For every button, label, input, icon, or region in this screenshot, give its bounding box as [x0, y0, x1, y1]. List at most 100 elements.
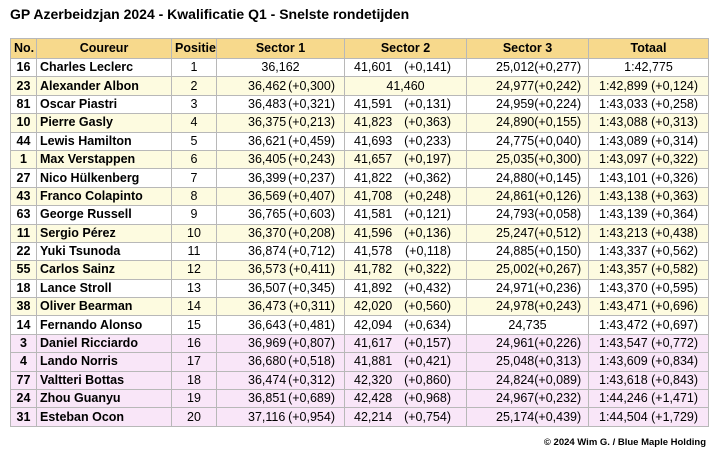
sector1-cell-delta: (+0,237): [288, 170, 335, 185]
sector2-cell: 41,460: [344, 76, 467, 96]
sector2-cell-time: 41,581: [354, 207, 393, 222]
table-row: 14 Fernando Alonso 15 36,643 (+0,481) 42,094(…: [10, 315, 709, 335]
sector2-cell: 41,708 (+0,248): [344, 186, 467, 207]
sector2-cell: 41,617 (+0,157): [344, 333, 467, 354]
sector3-cell-delta: (+0,226): [534, 336, 582, 351]
col-header-sector2: Sector 2: [344, 38, 467, 59]
position: 8: [171, 186, 217, 207]
sector3-cell-time: 24,959: [496, 96, 535, 111]
sector2-cell: 41,601 (+0,141): [344, 57, 467, 78]
sector3-cell-delta: (+0,126): [534, 188, 582, 203]
sector1-cell: 36,483 (+0,321): [216, 94, 345, 115]
sector1-cell: 36,621 (+0,459): [216, 131, 345, 151]
sector1-cell-time: 37,116: [248, 409, 286, 424]
table-row: 22 Yuki Tsunoda 11 36,874 (+0,712) 41,578 (+0,…: [10, 241, 709, 262]
sector3-cell-delta: (+0,236): [534, 280, 582, 295]
car-number: 81: [10, 94, 37, 115]
sector3-cell-delta: (+0,300): [534, 152, 582, 167]
sector2-cell-delta: (+0,432): [404, 280, 451, 295]
car-number: 77: [10, 370, 37, 391]
car-number: 14: [10, 315, 37, 335]
position: 19: [171, 389, 217, 409]
sector3-cell-time: 25,002: [496, 262, 535, 277]
sector2-cell-time: 41,708: [354, 188, 393, 203]
car-number: 10: [10, 113, 37, 133]
total-time: 1:43,213 (+0,438): [588, 223, 709, 243]
sector3-cell: 24,775 (+0,040): [466, 131, 589, 151]
sector2-cell: 41,782 (+0,322): [344, 260, 467, 280]
sector1-cell: 36,473 (+0,311): [216, 297, 345, 317]
qualifying-table: No. Coureur Positie Sector 1 Sector 2 Se…: [10, 38, 709, 427]
sector1-cell-delta: (+0,459): [288, 133, 335, 148]
sector3-cell: 24,880 (+0,145): [466, 168, 589, 188]
sector1-cell-delta: (+0,312): [288, 372, 335, 387]
table-row: 3 Daniel Ricciardo 16 36,969 (+0,807) 41,617(…: [10, 333, 709, 354]
sector3-cell: 25,012 (+0,277): [466, 57, 589, 78]
sector3-cell-delta: (+0,155): [534, 115, 582, 130]
sector2-cell-time: 41,578: [354, 244, 393, 259]
driver-name: Lewis Hamilton: [36, 131, 172, 151]
sector2-cell-time: 41,823: [354, 115, 393, 130]
sector2-cell: 42,094 (+0,634): [344, 315, 467, 335]
sector3-cell: 24,961 (+0,226): [466, 333, 589, 354]
sector1-cell-time: 36,473: [248, 299, 287, 314]
car-number: 55: [10, 260, 37, 280]
sector1-cell: 36,680 (+0,518): [216, 352, 345, 372]
driver-name: Fernando Alonso: [36, 315, 172, 335]
sector1-cell: 36,569 (+0,407): [216, 186, 345, 207]
position: 11: [171, 241, 217, 262]
total-time: 1:42,775: [588, 57, 709, 78]
driver-name: Nico Hülkenberg: [36, 168, 172, 188]
sector2-cell-time: 41,693: [354, 133, 393, 148]
sector3-cell-delta: (+0,232): [534, 391, 582, 406]
sector1-cell: 36,474 (+0,312): [216, 370, 345, 391]
sector1-cell: 36,573 (+0,411): [216, 260, 345, 280]
position: 14: [171, 297, 217, 317]
sector1-cell-delta: (+0,807): [288, 336, 335, 351]
sector2-cell-delta: (+0,634): [404, 317, 451, 332]
sector1-cell: 36,851 (+0,689): [216, 389, 345, 409]
sector2-cell-delta: (+0,754): [404, 409, 451, 424]
sector2-cell-delta: (+0,131): [404, 96, 451, 111]
sector1-cell: 36,405 (+0,243): [216, 149, 345, 170]
car-number: 22: [10, 241, 37, 262]
car-number: 63: [10, 205, 37, 225]
sector2-cell-time: 41,596: [354, 225, 393, 240]
total-time: 1:43,337 (+0,562): [588, 241, 709, 262]
total-time: 1:43,088 (+0,313): [588, 113, 709, 133]
table-row: 44 Lewis Hamilton 5 36,621 (+0,459) 41,693 (+0…: [10, 131, 709, 151]
sector2-cell-delta: (+0,141): [404, 60, 451, 75]
sector3-cell-time: 25,048: [496, 354, 535, 369]
sector2-cell: 42,428 (+0,968): [344, 389, 467, 409]
sector3-cell-time: 25,012: [496, 60, 535, 75]
car-number: 3: [10, 333, 37, 354]
sector1-cell-time: 36,851: [248, 391, 287, 406]
sector3-cell-delta: (+0,243): [534, 299, 582, 314]
page-title: GP Azerbeidzjan 2024 - Kwalificatie Q1 -…: [10, 6, 410, 22]
position: 16: [171, 333, 217, 354]
sector2-cell-delta: (+0,121): [404, 207, 451, 222]
sector2-cell-delta: (+0,157): [404, 336, 451, 351]
sector2-cell: 41,596 (+0,136): [344, 223, 467, 243]
sector2-cell-delta: (+0,363): [404, 115, 451, 130]
total-time: 1:43,370 (+0,595): [588, 278, 709, 299]
sector2-cell: 41,892 (+0,432): [344, 278, 467, 299]
car-number: 1: [10, 149, 37, 170]
sector3-cell: 24,967 (+0,232): [466, 389, 589, 409]
sector3-cell: 25,002 (+0,267): [466, 260, 589, 280]
sector2-cell: 41,578 (+0,118): [344, 241, 467, 262]
sector1-cell: 36,874 (+0,712): [216, 241, 345, 262]
sector1-cell-delta: (+0,689): [288, 391, 335, 406]
sector1-cell-delta: (+0,518): [288, 354, 335, 369]
position: 20: [171, 407, 217, 427]
sector1-cell-time: 36,680: [248, 354, 287, 369]
sector3-cell: 24,959 (+0,224): [466, 94, 589, 115]
table-row: 11 Sergio Pérez 10 36,370 (+0,208) 41,596 (+0,…: [10, 223, 709, 243]
table-row: 4 Lando Norris 17 36,680 (+0,518) 41,881 (+0,4…: [10, 352, 709, 372]
sector2-cell: 41,693 (+0,233): [344, 131, 467, 151]
sector2-cell-time: 42,214: [354, 409, 393, 424]
sector1-cell-time: 36,643: [248, 317, 287, 332]
position: 3: [171, 94, 217, 115]
table-row: 43 Franco Colapinto 8 36,569 (+0,407) 41,708(…: [10, 186, 709, 207]
table-row: 38 Oliver Bearman 14 36,473 (+0,311) 42,020 (+…: [10, 297, 709, 317]
